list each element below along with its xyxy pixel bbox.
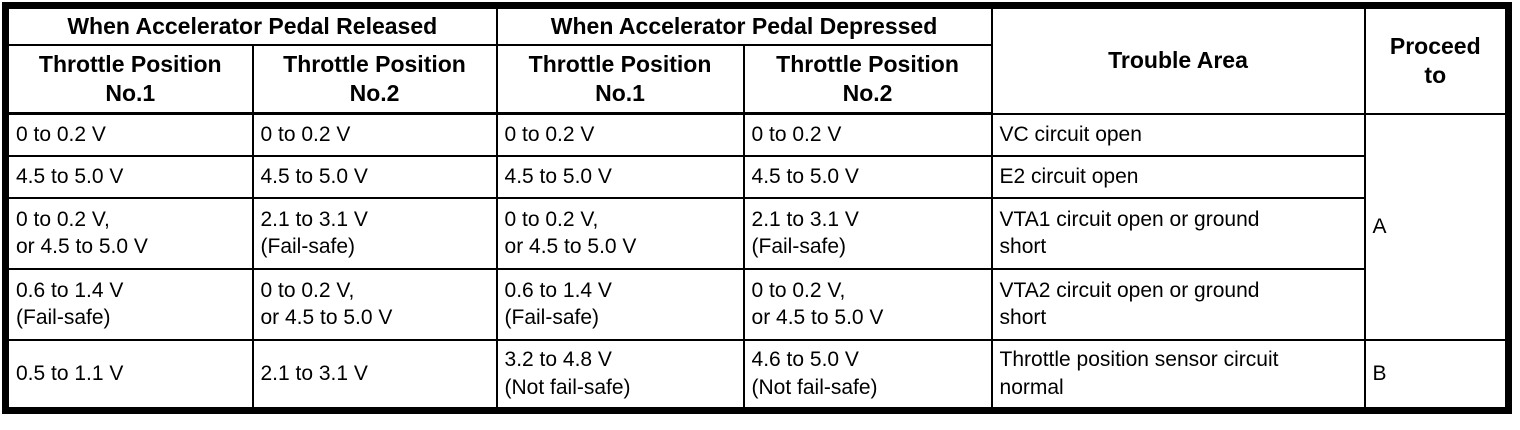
cell-depressed-no2: 0 to 0.2 V, or 4.5 to 5.0 V <box>742 267 993 341</box>
cell-released-no2: 0 to 0.2 V <box>251 112 498 157</box>
diagnostic-table-wrapper: When Accelerator Pedal Released When Acc… <box>2 2 1513 414</box>
cell-trouble-area: VTA2 circuit open or ground short <box>990 267 1366 341</box>
cell-released-no2: 0 to 0.2 V, or 4.5 to 5.0 V <box>251 267 498 341</box>
cell-released-no1: 0 to 0.2 V <box>4 112 254 157</box>
cell-depressed-no2: 0 to 0.2 V <box>742 112 993 157</box>
header-proceed-to: Proceed to <box>1363 4 1510 115</box>
cell-proceed-a: A <box>1363 112 1510 341</box>
header-trouble-area: Trouble Area <box>990 4 1366 115</box>
table-row: 0.6 to 1.4 V (Fail-safe) 0 to 0.2 V, or … <box>4 267 1509 341</box>
header-row-subcolumns: Throttle Position No.1 Throttle Position… <box>4 43 1509 115</box>
cell-released-no1: 0 to 0.2 V, or 4.5 to 5.0 V <box>4 196 254 270</box>
cell-released-no1: 0.5 to 1.1 V <box>4 338 254 412</box>
header-depressed-throttle-no2: Throttle Position No.2 <box>742 43 993 115</box>
header-group-pedal-depressed: When Accelerator Pedal Depressed <box>495 4 993 46</box>
header-depressed-throttle-no1: Throttle Position No.1 <box>495 43 745 115</box>
cell-depressed-no2: 4.6 to 5.0 V (Not fail-safe) <box>742 338 993 412</box>
header-row-groups: When Accelerator Pedal Released When Acc… <box>4 4 1510 115</box>
cell-released-no2: 2.1 to 3.1 V <box>251 338 498 412</box>
header-group-pedal-released: When Accelerator Pedal Released <box>4 4 498 46</box>
cell-trouble-area: E2 circuit open <box>990 154 1366 199</box>
cell-released-no2: 2.1 to 3.1 V (Fail-safe) <box>251 196 498 270</box>
cell-depressed-no1: 0.6 to 1.4 V (Fail-safe) <box>495 267 745 341</box>
cell-released-no1: 0.6 to 1.4 V (Fail-safe) <box>4 267 254 341</box>
table-row: 0.5 to 1.1 V 2.1 to 3.1 V 3.2 to 4.8 V (… <box>4 338 1510 412</box>
cell-released-no1: 4.5 to 5.0 V <box>4 154 254 199</box>
cell-depressed-no1: 3.2 to 4.8 V (Not fail-safe) <box>495 338 745 412</box>
cell-depressed-no1: 4.5 to 5.0 V <box>495 154 745 199</box>
table-row: 0 to 0.2 V, or 4.5 to 5.0 V 2.1 to 3.1 V… <box>4 196 1509 270</box>
cell-depressed-no1: 0 to 0.2 V, or 4.5 to 5.0 V <box>495 196 745 270</box>
table-row: 4.5 to 5.0 V 4.5 to 5.0 V 4.5 to 5.0 V 4… <box>4 154 1509 199</box>
cell-trouble-area: VTA1 circuit open or ground short <box>990 196 1366 270</box>
cell-proceed-b: B <box>1363 338 1510 412</box>
header-released-throttle-no1: Throttle Position No.1 <box>4 43 254 115</box>
throttle-position-diagnostic-table: When Accelerator Pedal Released When Acc… <box>2 2 1513 414</box>
header-released-throttle-no2: Throttle Position No.2 <box>251 43 498 115</box>
cell-trouble-area: VC circuit open <box>990 112 1366 157</box>
cell-depressed-no2: 4.5 to 5.0 V <box>742 154 993 199</box>
cell-trouble-area: Throttle position sensor circuit normal <box>990 338 1366 412</box>
cell-released-no2: 4.5 to 5.0 V <box>251 154 498 199</box>
cell-depressed-no1: 0 to 0.2 V <box>495 112 745 157</box>
table-row: 0 to 0.2 V 0 to 0.2 V 0 to 0.2 V 0 to 0.… <box>4 112 1510 341</box>
cell-depressed-no2: 2.1 to 3.1 V (Fail-safe) <box>742 196 993 270</box>
